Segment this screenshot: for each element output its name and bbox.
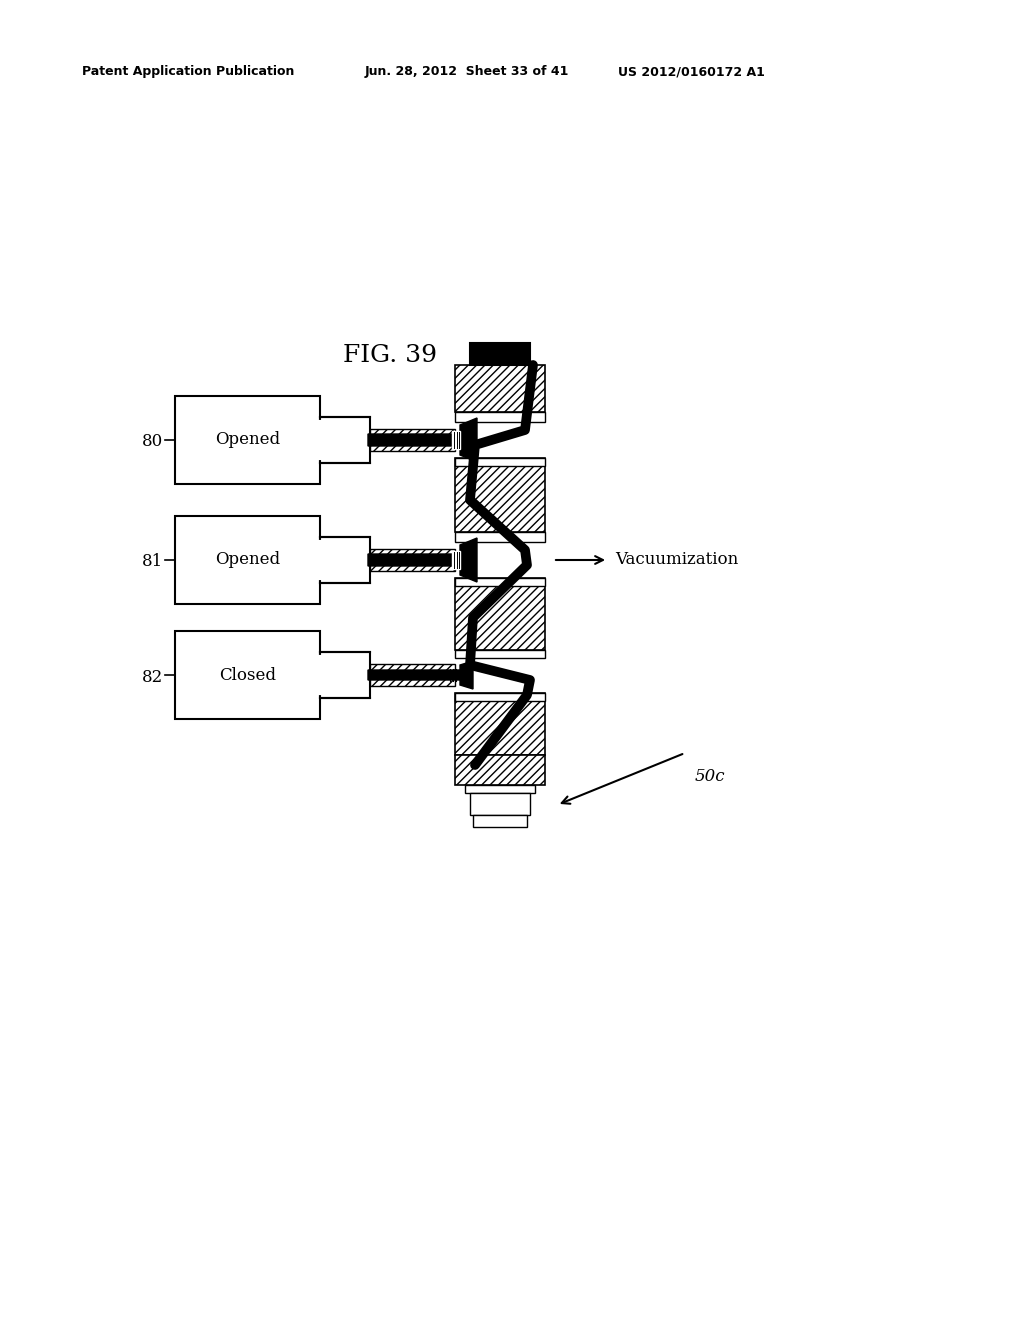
Bar — [455, 649, 545, 657]
Text: US 2012/0160172 A1: US 2012/0160172 A1 — [618, 66, 765, 78]
Bar — [455, 693, 545, 701]
Bar — [175, 396, 319, 484]
Bar — [175, 516, 319, 605]
Bar — [319, 417, 370, 463]
Bar — [455, 458, 545, 466]
Bar — [319, 537, 370, 583]
Polygon shape — [368, 418, 477, 462]
Bar — [473, 814, 527, 828]
Bar — [370, 549, 455, 572]
Bar — [455, 693, 545, 755]
Polygon shape — [452, 432, 460, 449]
Bar — [455, 578, 545, 586]
Text: 80: 80 — [141, 433, 163, 450]
Polygon shape — [368, 661, 473, 689]
Text: Opened: Opened — [215, 552, 280, 569]
Bar — [455, 412, 545, 422]
Bar — [319, 652, 370, 698]
Bar — [470, 793, 530, 814]
Text: Vacuumization: Vacuumization — [615, 552, 738, 569]
Text: 81: 81 — [141, 553, 163, 570]
Bar — [370, 664, 455, 686]
Text: FIG. 39: FIG. 39 — [343, 343, 437, 367]
Text: 50c: 50c — [695, 768, 725, 785]
Bar — [455, 578, 545, 649]
Text: Jun. 28, 2012  Sheet 33 of 41: Jun. 28, 2012 Sheet 33 of 41 — [365, 66, 569, 78]
Bar — [470, 343, 530, 366]
Text: Opened: Opened — [215, 432, 280, 449]
Bar — [455, 755, 545, 785]
Text: Patent Application Publication: Patent Application Publication — [82, 66, 294, 78]
Text: Closed: Closed — [219, 667, 276, 684]
Polygon shape — [452, 550, 460, 569]
Polygon shape — [368, 539, 477, 582]
Bar — [175, 631, 319, 719]
Bar — [455, 366, 545, 412]
Bar — [370, 429, 455, 451]
Text: 82: 82 — [141, 668, 163, 685]
Bar — [465, 785, 535, 793]
Bar — [455, 532, 545, 543]
Bar — [455, 458, 545, 532]
